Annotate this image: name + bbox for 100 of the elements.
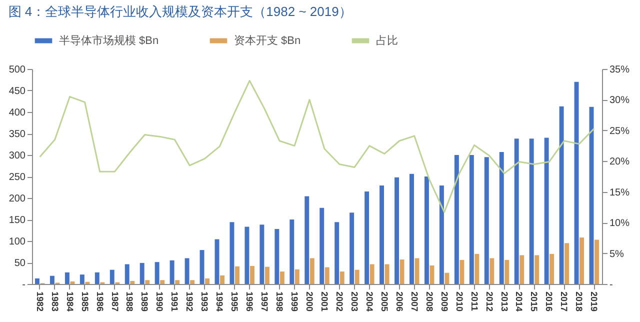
x-tick-label: 2007 bbox=[409, 292, 420, 312]
y-tick-label: 100 bbox=[8, 236, 26, 248]
bar bbox=[110, 270, 114, 284]
x-tick-label: 2002 bbox=[334, 292, 344, 312]
bar bbox=[380, 186, 384, 284]
x-tick-label: 1997 bbox=[260, 292, 270, 312]
bar bbox=[175, 280, 180, 284]
bar bbox=[394, 177, 399, 284]
y-tick-label: 500 bbox=[8, 64, 26, 76]
x-tick-label: 2019 bbox=[589, 292, 600, 312]
bar bbox=[235, 266, 240, 284]
y-tick-label: 150 bbox=[8, 215, 26, 226]
x-tick-label: 2003 bbox=[349, 292, 360, 312]
y2-tick-label: 15% bbox=[610, 187, 630, 198]
x-tick-label: 1990 bbox=[154, 292, 165, 312]
x-tick-label: 2015 bbox=[529, 292, 540, 312]
x-tick-label: 2006 bbox=[394, 292, 404, 312]
bar bbox=[340, 272, 344, 284]
bar bbox=[205, 278, 210, 284]
bar bbox=[264, 266, 270, 284]
x-tick-label: 2017 bbox=[559, 292, 570, 312]
bar bbox=[430, 266, 434, 284]
bar bbox=[140, 262, 144, 284]
x-tick-label: 2010 bbox=[454, 292, 464, 312]
y2-tick-label: 35% bbox=[610, 64, 630, 76]
bar bbox=[564, 243, 570, 284]
bar bbox=[534, 255, 540, 284]
bar bbox=[304, 196, 310, 284]
x-tick-label: 1995 bbox=[230, 292, 240, 312]
x-tick-label: 2008 bbox=[424, 292, 434, 312]
bar bbox=[469, 155, 474, 284]
bar bbox=[490, 258, 494, 284]
x-tick-label: 2013 bbox=[499, 292, 510, 312]
bar bbox=[410, 174, 414, 284]
bar bbox=[424, 176, 429, 284]
bar bbox=[64, 272, 70, 284]
y-tick-label: 350 bbox=[8, 129, 26, 140]
x-tick-label: 1985 bbox=[80, 292, 90, 312]
y-tick-label: 450 bbox=[8, 86, 26, 97]
x-tick-label: 1994 bbox=[214, 292, 225, 312]
y-tick-label: 50 bbox=[14, 258, 26, 269]
bar bbox=[294, 269, 300, 284]
x-tick-label: 2009 bbox=[439, 292, 450, 312]
bar bbox=[290, 220, 294, 284]
bar bbox=[529, 138, 534, 284]
legend-label: 半导体市场规模 $Bn bbox=[59, 34, 159, 47]
bar bbox=[310, 258, 314, 284]
x-tick-label: 2004 bbox=[364, 292, 374, 312]
x-tick-label: 1992 bbox=[184, 292, 195, 312]
bar bbox=[324, 267, 330, 284]
bar bbox=[354, 270, 360, 284]
x-tick-label: 2005 bbox=[379, 292, 390, 312]
bar bbox=[260, 224, 264, 284]
y2-tick-label: 10% bbox=[610, 218, 630, 230]
bar bbox=[460, 260, 464, 284]
bar bbox=[94, 272, 100, 284]
bar bbox=[384, 264, 390, 284]
x-tick-label: 2000 bbox=[304, 292, 315, 312]
bar bbox=[130, 280, 135, 284]
y2-tick-label: - bbox=[610, 280, 613, 290]
bar bbox=[594, 240, 600, 284]
x-tick-label: 2018 bbox=[574, 292, 584, 312]
y-tick-label: 200 bbox=[8, 194, 26, 204]
bar bbox=[70, 281, 75, 284]
x-tick-label: 1991 bbox=[170, 292, 180, 312]
bar bbox=[454, 155, 459, 284]
bar bbox=[244, 226, 250, 284]
y2-tick-label: 5% bbox=[610, 248, 624, 260]
line-series bbox=[39, 80, 595, 213]
bar bbox=[280, 272, 284, 284]
x-tick-label: 2012 bbox=[484, 292, 494, 312]
bar bbox=[320, 208, 324, 284]
y-tick-label: 250 bbox=[8, 172, 26, 183]
x-tick-label: 2014 bbox=[514, 292, 524, 312]
bar bbox=[414, 258, 420, 284]
y2-tick-label: 20% bbox=[610, 156, 630, 168]
legend-label: 占比 bbox=[376, 34, 398, 47]
x-tick-label: 1982 bbox=[34, 292, 45, 312]
bar bbox=[474, 254, 480, 284]
x-tick-label: 1986 bbox=[94, 292, 105, 312]
x-tick-label: 2001 bbox=[319, 292, 330, 312]
bar bbox=[350, 212, 354, 284]
bar bbox=[514, 138, 519, 284]
x-tick-label: 1987 bbox=[110, 292, 120, 312]
legend-label: 资本开支 $Bn bbox=[234, 34, 301, 47]
bar bbox=[230, 222, 234, 284]
x-tick-label: 1984 bbox=[64, 292, 75, 312]
x-tick-label: 2016 bbox=[544, 292, 554, 312]
y-tick-label: - bbox=[22, 280, 26, 290]
bar bbox=[190, 280, 195, 284]
bar bbox=[80, 274, 84, 284]
x-tick-label: 1993 bbox=[200, 292, 210, 312]
x-tick-label: 1996 bbox=[244, 292, 255, 312]
bar bbox=[504, 260, 510, 284]
chart-title: 图 4：全球半导体行业收入规模及资本开支（1982 ~ 2019） bbox=[8, 4, 352, 19]
bar bbox=[559, 106, 564, 284]
bar bbox=[544, 138, 549, 284]
bar bbox=[499, 152, 504, 284]
x-tick-label: 1983 bbox=[50, 292, 60, 312]
bar bbox=[444, 272, 450, 284]
